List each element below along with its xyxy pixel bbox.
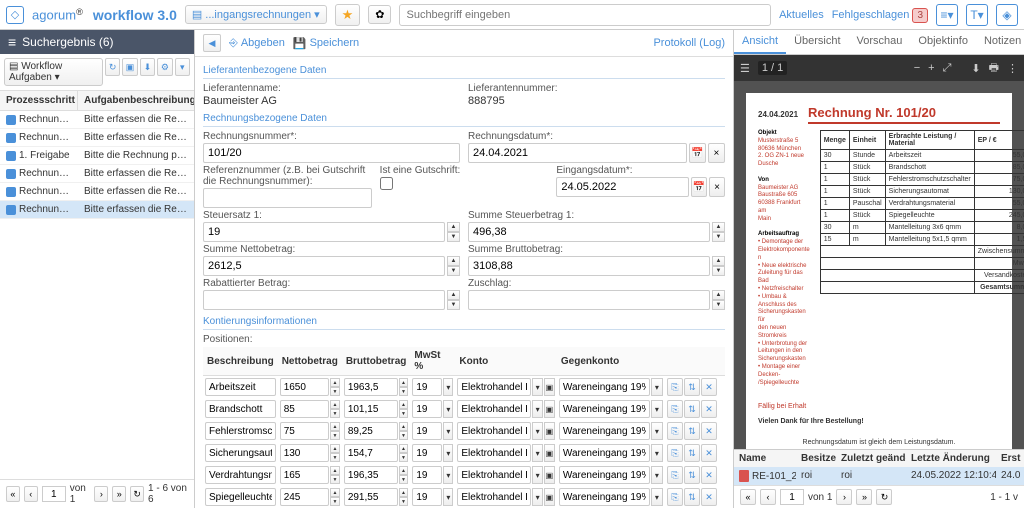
task-row[interactable]: RechnungserfassungBitte erfassen die Rec… bbox=[0, 165, 194, 183]
clear-icon[interactable]: × bbox=[709, 177, 725, 197]
tab-objektinfo[interactable]: Objektinfo bbox=[910, 30, 976, 54]
tool-org[interactable]: ▣ bbox=[122, 58, 137, 76]
page-next[interactable]: › bbox=[94, 486, 108, 502]
pdf-toolbar: ☰ 1 / 1 −+⤢ ⬇ 🖶 ⋮ bbox=[734, 55, 1024, 81]
sidebar-toggle-icon[interactable]: ☰ bbox=[740, 62, 750, 75]
tab-notizen[interactable]: Notizen bbox=[976, 30, 1024, 54]
text-icon[interactable]: T▾ bbox=[966, 4, 988, 26]
supplier-name: Baumeister AG bbox=[203, 95, 460, 107]
discount-input[interactable] bbox=[203, 290, 445, 310]
menu-icon[interactable]: ≡▾ bbox=[936, 4, 958, 26]
pdf-viewer: 24.04.2021 Rechnung Nr. 101/20 ObjektMus… bbox=[734, 81, 1024, 449]
news-link[interactable]: Aktuelles bbox=[779, 9, 824, 21]
page-range: 1 - 6 von 6 bbox=[148, 483, 188, 505]
reference-number-input[interactable] bbox=[203, 188, 372, 208]
page-first[interactable]: « bbox=[6, 486, 20, 502]
credit-checkbox[interactable] bbox=[380, 177, 393, 190]
tab-übersicht[interactable]: Übersicht bbox=[786, 30, 848, 54]
date-picker-icon[interactable]: 📅 bbox=[691, 177, 707, 197]
pdf-icon bbox=[739, 470, 749, 482]
tool-config[interactable]: ⚙ bbox=[157, 58, 172, 76]
print-icon[interactable]: 🖶 bbox=[989, 59, 999, 78]
right-paginator: « ‹ von 1 › » ↻ 1 - 1 v bbox=[734, 485, 1024, 508]
task-row[interactable]: RechnungserfassungBitte erfassen die Rec… bbox=[0, 201, 194, 219]
left-paginator: « ‹ von 1 › » ↻ 1 - 6 von 6 bbox=[0, 479, 194, 508]
failed-link[interactable]: Fehlgeschlagen 3 bbox=[832, 9, 928, 21]
file-list: Name Besitzer Zuletzt geändert durch Let… bbox=[734, 449, 1024, 485]
tool-download[interactable]: ⬇ bbox=[140, 58, 155, 76]
position-row: ▲▼ ▲▼ ▾ ▾▣ ▾ ⎘⇅✕ bbox=[203, 442, 725, 464]
position-row: ▲▼ ▲▼ ▾ ▾▣ ▾ ⎘⇅✕ bbox=[203, 420, 725, 442]
global-search-input[interactable] bbox=[399, 4, 771, 26]
positions-table: Beschreibung Nettobetrag Bruttobetrag Mw… bbox=[203, 347, 725, 508]
task-row[interactable]: RechnungserfassungBitte erfassen die Rec… bbox=[0, 111, 194, 129]
protocol-link[interactable]: Protokoll (Log) bbox=[653, 37, 725, 49]
receipt-date-input[interactable] bbox=[556, 177, 689, 197]
invoice-date: 24.04.2021 bbox=[758, 110, 798, 119]
filter-dropdown[interactable]: ▤...ingangsrechnungen▾ bbox=[185, 5, 327, 24]
taxrate1-input[interactable] bbox=[203, 222, 445, 242]
workflow-tasks-dropdown[interactable]: ▤ Workflow Aufgaben ▾ bbox=[4, 58, 103, 86]
logo-icon: ◇ bbox=[6, 6, 24, 24]
brand-text: agorum® bbox=[32, 7, 83, 23]
tool-more[interactable]: ▾ bbox=[175, 58, 190, 76]
file-row[interactable]: RE-101_20 (2021_04_... roi roi 24.05.202… bbox=[734, 467, 1024, 485]
taxsum1-input[interactable] bbox=[468, 222, 710, 242]
invoice-number-input[interactable] bbox=[203, 143, 460, 163]
action-abgeben[interactable]: ⎆ Abgeben bbox=[229, 37, 285, 50]
fieldset-supplier: Lieferantenbezogene Daten bbox=[203, 61, 725, 79]
search-result-header: Suchergebnis (6) bbox=[0, 30, 194, 54]
right-tabs: AnsichtÜbersichtVorschauObjektinfoNotize… bbox=[734, 30, 1024, 55]
task-row[interactable]: RechnungserfassungBitte erfassen die Rec… bbox=[0, 183, 194, 201]
fieldset-accounting: Kontierungsinformationen bbox=[203, 312, 725, 330]
position-row: ▲▼ ▲▼ ▾ ▾▣ ▾ ⎘⇅✕ bbox=[203, 464, 725, 486]
tab-vorschau[interactable]: Vorschau bbox=[849, 30, 911, 54]
top-bar: ◇ agorum® workflow 3.0 ▤...ingangsrechnu… bbox=[0, 0, 1024, 30]
surcharge-input[interactable] bbox=[468, 290, 710, 310]
page-input[interactable] bbox=[42, 486, 66, 502]
task-row[interactable]: 1. FreigabeBitte die Rechnung prüfen. bbox=[0, 147, 194, 165]
favorite-button[interactable]: ★ bbox=[335, 4, 361, 26]
col-process: Prozessschritt bbox=[0, 91, 78, 110]
mid-toolbar: ◀ ⎆ Abgeben 💾 Speichern Protokoll (Log) bbox=[195, 30, 733, 57]
product-title: workflow 3.0 bbox=[93, 7, 177, 23]
supplier-number: 888795 bbox=[468, 95, 725, 107]
position-row: ▲▼ ▲▼ ▾ ▾▣ ▾ ⎘⇅✕ bbox=[203, 486, 725, 508]
position-row: ▲▼ ▲▼ ▾ ▾▣ ▾ ⎘⇅✕ bbox=[203, 376, 725, 399]
middle-panel: ◀ ⎆ Abgeben 💾 Speichern Protokoll (Log) … bbox=[195, 30, 734, 508]
pdf-page-indicator: 1 / 1 bbox=[758, 61, 787, 75]
right-panel: AnsichtÜbersichtVorschauObjektinfoNotize… bbox=[734, 30, 1024, 508]
grosssum-input[interactable] bbox=[468, 256, 710, 276]
clear-icon[interactable]: × bbox=[708, 143, 725, 163]
date-picker-icon[interactable]: 📅 bbox=[689, 143, 706, 163]
fieldset-invoice: Rechnungsbezogene Daten bbox=[203, 109, 725, 127]
task-table: Prozessschritt Aufgabenbeschreibung Rech… bbox=[0, 91, 194, 479]
action-speichern[interactable]: 💾 Speichern bbox=[293, 37, 359, 50]
app-icon[interactable]: ◈ bbox=[996, 4, 1018, 26]
task-row[interactable]: RechnungserfassungBitte erfassen die Rec… bbox=[0, 129, 194, 147]
netsum-input[interactable] bbox=[203, 256, 445, 276]
invoice-date-input[interactable] bbox=[468, 143, 687, 163]
left-panel: Suchergebnis (6) ▤ Workflow Aufgaben ▾ ↻… bbox=[0, 30, 195, 508]
invoice-line-table: MengeEinheitErbrachte Leistung / Materia… bbox=[820, 130, 1024, 294]
chevron-left-icon[interactable]: ◀ bbox=[203, 34, 221, 52]
download-icon[interactable]: ⬇ bbox=[971, 62, 980, 75]
page-last[interactable]: » bbox=[112, 486, 126, 502]
settings-button[interactable]: ✿ bbox=[368, 5, 391, 24]
tool-refresh[interactable]: ↻ bbox=[105, 58, 120, 76]
invoice-title: Rechnung Nr. 101/20 bbox=[808, 105, 1000, 124]
col-description: Aufgabenbeschreibung bbox=[78, 91, 194, 110]
tab-ansicht[interactable]: Ansicht bbox=[734, 30, 786, 54]
page-prev[interactable]: ‹ bbox=[24, 486, 38, 502]
page-refresh[interactable]: ↻ bbox=[130, 486, 144, 502]
position-row: ▲▼ ▲▼ ▾ ▾▣ ▾ ⎘⇅✕ bbox=[203, 398, 725, 420]
left-toolbar: ▤ Workflow Aufgaben ▾ ↻ ▣ ⬇ ⚙ ▾ bbox=[0, 54, 194, 91]
